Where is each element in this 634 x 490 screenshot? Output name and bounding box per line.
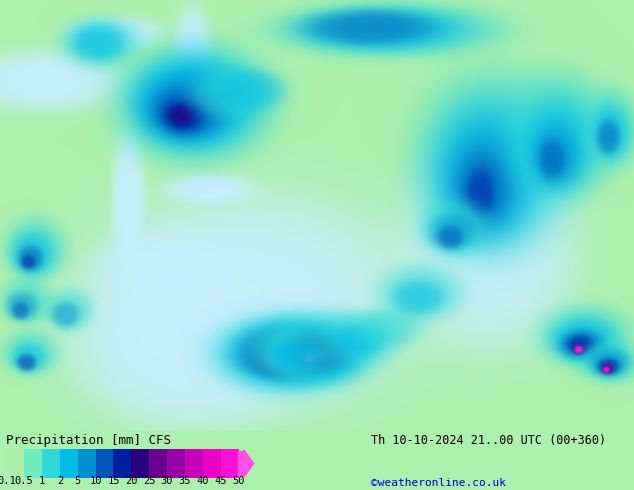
Bar (203, 449, 221, 478)
Bar (167, 449, 185, 478)
Text: 45: 45 (214, 476, 227, 486)
Bar (131, 449, 149, 478)
Bar (113, 449, 131, 478)
Text: 15: 15 (107, 476, 120, 486)
Text: 2: 2 (57, 476, 63, 486)
Text: 50: 50 (232, 476, 245, 486)
Text: 0.1: 0.1 (0, 476, 16, 486)
Bar (78, 449, 96, 478)
Text: 35: 35 (179, 476, 191, 486)
Text: ©weatheronline.co.uk: ©weatheronline.co.uk (371, 478, 506, 488)
Bar (185, 449, 203, 478)
Text: 40: 40 (197, 476, 209, 486)
Bar (6, 449, 24, 478)
Bar (60, 449, 78, 478)
Bar (42, 449, 60, 478)
Text: 1: 1 (39, 476, 45, 486)
Text: 10: 10 (89, 476, 102, 486)
Text: 25: 25 (143, 476, 155, 486)
Bar (221, 449, 238, 478)
Bar (149, 449, 167, 478)
Text: 0.5: 0.5 (15, 476, 34, 486)
Text: 30: 30 (161, 476, 173, 486)
Text: Th 10-10-2024 21..00 UTC (00+360): Th 10-10-2024 21..00 UTC (00+360) (371, 434, 606, 447)
Text: 5: 5 (75, 476, 81, 486)
Text: 20: 20 (125, 476, 138, 486)
Bar (96, 449, 113, 478)
Text: Precipitation [mm] CFS: Precipitation [mm] CFS (6, 434, 171, 447)
Bar (24, 449, 42, 478)
FancyArrow shape (238, 450, 254, 477)
